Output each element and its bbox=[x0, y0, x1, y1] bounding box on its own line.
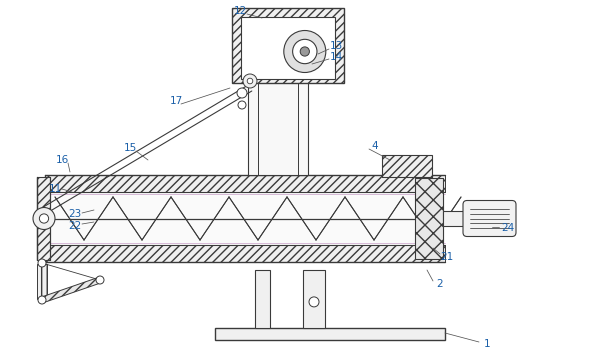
Circle shape bbox=[238, 101, 246, 109]
Polygon shape bbox=[382, 155, 432, 177]
Polygon shape bbox=[37, 177, 50, 260]
Circle shape bbox=[300, 47, 310, 56]
Circle shape bbox=[243, 74, 257, 88]
Circle shape bbox=[237, 88, 247, 98]
Text: 17: 17 bbox=[169, 96, 182, 106]
Text: 22: 22 bbox=[68, 221, 82, 231]
Polygon shape bbox=[41, 277, 101, 303]
Bar bbox=[303, 270, 325, 328]
Text: 14: 14 bbox=[329, 52, 343, 62]
FancyBboxPatch shape bbox=[463, 200, 516, 236]
Polygon shape bbox=[415, 178, 443, 259]
Circle shape bbox=[96, 276, 104, 284]
Circle shape bbox=[309, 297, 319, 307]
Bar bbox=[37, 264, 47, 299]
Bar bbox=[215, 328, 445, 340]
Circle shape bbox=[284, 30, 326, 73]
Circle shape bbox=[38, 296, 46, 304]
Text: 4: 4 bbox=[371, 141, 379, 151]
Circle shape bbox=[40, 214, 49, 223]
Bar bbox=[255, 270, 270, 328]
Bar bbox=[248, 82, 308, 175]
Bar bbox=[443, 211, 465, 226]
Polygon shape bbox=[232, 8, 344, 83]
Text: 15: 15 bbox=[124, 143, 137, 153]
Circle shape bbox=[247, 78, 253, 84]
Text: 12: 12 bbox=[233, 6, 247, 16]
Circle shape bbox=[38, 259, 46, 267]
Text: 11: 11 bbox=[49, 184, 62, 194]
Polygon shape bbox=[45, 245, 445, 262]
Text: 13: 13 bbox=[329, 41, 343, 51]
Circle shape bbox=[33, 208, 55, 230]
Text: 1: 1 bbox=[484, 339, 490, 349]
Text: 21: 21 bbox=[440, 252, 454, 262]
Circle shape bbox=[293, 39, 317, 64]
Text: 23: 23 bbox=[68, 209, 82, 219]
Polygon shape bbox=[45, 175, 445, 192]
Text: 16: 16 bbox=[55, 155, 68, 165]
Text: 24: 24 bbox=[502, 223, 515, 233]
Bar bbox=[45, 192, 445, 245]
Text: 2: 2 bbox=[437, 279, 443, 289]
Bar bbox=[241, 17, 335, 79]
